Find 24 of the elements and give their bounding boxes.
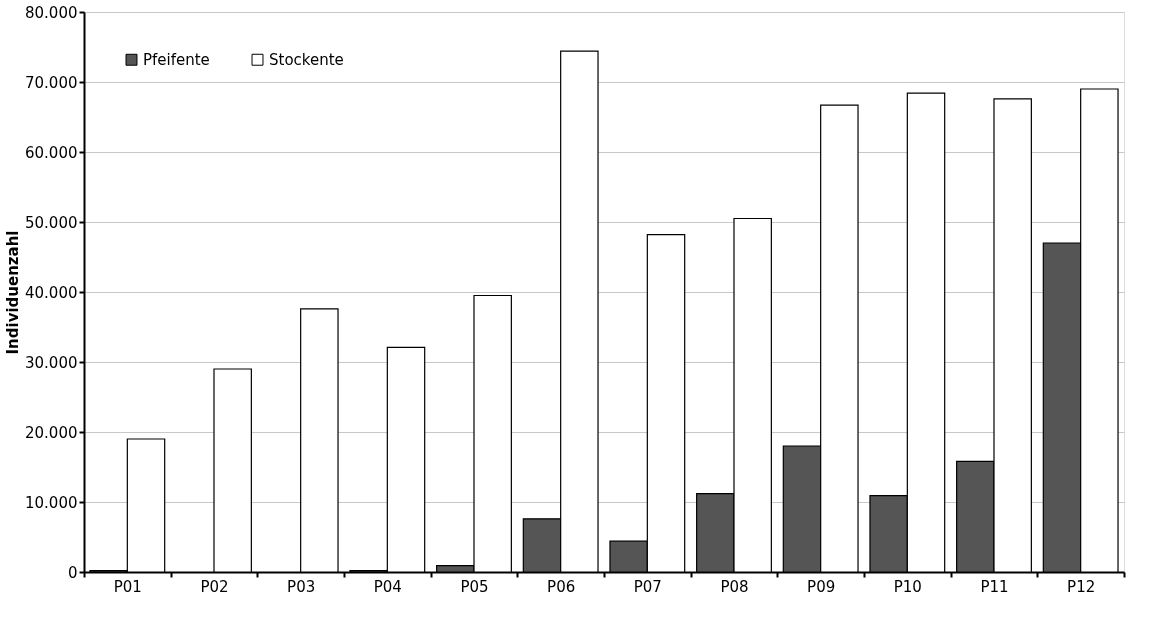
y-tick-label: 80.000 — [25, 3, 78, 22]
x-tick-label: P04 — [373, 577, 402, 596]
x-tick-label: P09 — [807, 577, 836, 596]
y-tick-label: 70.000 — [25, 73, 78, 92]
y-tick-label: 50.000 — [25, 213, 78, 232]
y-tick-label: 30.000 — [25, 353, 78, 372]
x-tick-label: P07 — [633, 577, 662, 596]
x-tick-label: P08 — [720, 577, 749, 596]
y-tick-label: 40.000 — [25, 283, 78, 302]
x-tick-label: P11 — [980, 577, 1009, 596]
x-tick-label: P10 — [893, 577, 922, 596]
y-tick-label: 20.000 — [25, 423, 78, 442]
y-tick-label: 0 — [67, 563, 78, 582]
x-tick-label: P12 — [1067, 577, 1096, 596]
y-tick-label: 10.000 — [25, 493, 78, 512]
x-tick-label: P03 — [287, 577, 316, 596]
x-tick-label: P05 — [460, 577, 489, 596]
x-tick-label: P06 — [547, 577, 576, 596]
legend-label: Pfeifente — [143, 50, 210, 69]
x-tick-label: P02 — [200, 577, 229, 596]
legend-label: Stockente — [269, 50, 344, 69]
y-axis-title: Individuenzahl — [4, 230, 23, 355]
x-tick-label: P01 — [113, 577, 142, 596]
y-tick-label: 60.000 — [25, 143, 78, 162]
